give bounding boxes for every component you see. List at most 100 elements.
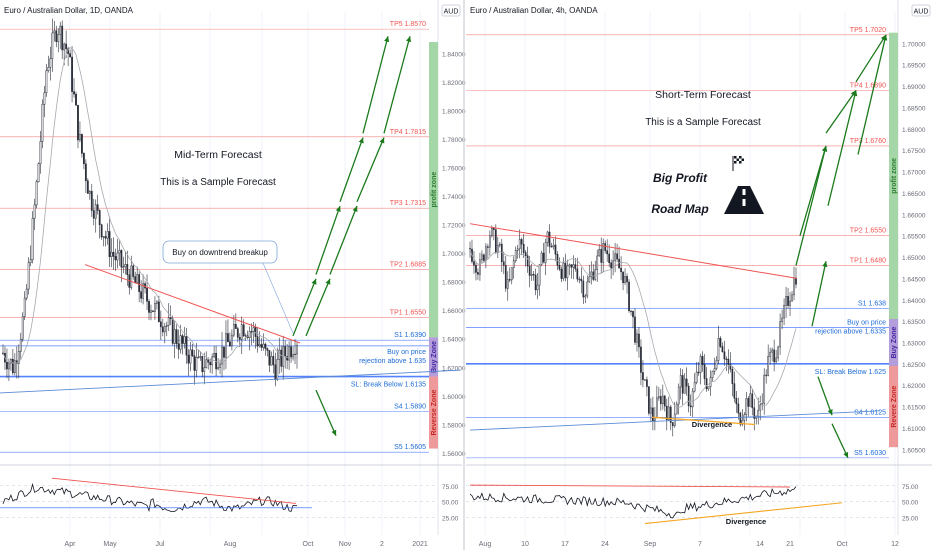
candle-body [614, 253, 616, 262]
forecast-arrow [857, 34, 887, 155]
candle-body [169, 317, 172, 320]
candle-body [262, 343, 265, 348]
callout-box [162, 240, 278, 264]
candle-body [757, 409, 760, 417]
candle-body [191, 349, 194, 357]
x-tick-label: 14 [756, 541, 764, 548]
candle-body [634, 316, 636, 343]
candle-body [703, 364, 706, 379]
candle-body [290, 346, 292, 358]
candle-body [296, 344, 298, 355]
candle-body [112, 251, 115, 257]
y-tick-label: 1.60500 [902, 447, 926, 454]
x-tick-label: 24 [601, 541, 609, 548]
candle-body [203, 367, 206, 372]
candle-body [534, 274, 537, 291]
candle-body [102, 236, 105, 238]
candle-body [512, 260, 515, 268]
y-tick-label: 1.61500 [902, 405, 926, 412]
candle-body [586, 281, 589, 297]
candle-body [711, 371, 714, 378]
flag-square [739, 156, 742, 159]
candle-body [721, 346, 724, 353]
candle-body [223, 346, 225, 358]
flag-square [739, 158, 742, 161]
candle-body [737, 403, 740, 414]
candle-body [138, 274, 141, 292]
candle-body [264, 343, 267, 349]
candle-body [53, 30, 56, 34]
candle-body [120, 250, 123, 268]
x-tick-label: 7 [698, 541, 702, 548]
candle-body [136, 274, 139, 284]
x-tick-label: Apr [65, 541, 77, 548]
candle-body [749, 393, 752, 407]
candle-body [294, 353, 296, 356]
y-tick-label: 1.72000 [442, 223, 466, 230]
flag-square [741, 161, 744, 164]
candle-body [590, 271, 593, 278]
candle-body [665, 405, 668, 421]
candle-body [150, 310, 152, 313]
y-tick-label: 1.62500 [902, 362, 926, 369]
candle-body [747, 398, 750, 407]
candle-body [21, 316, 24, 340]
moving-average-line [2, 46, 298, 364]
candle-body [548, 231, 551, 247]
osc-trend-line [644, 502, 843, 525]
candle-body [491, 227, 493, 236]
forecast-arrow [315, 205, 341, 275]
candle-body [632, 310, 634, 318]
candle-body [148, 301, 150, 313]
forecast-arrow-head [325, 278, 331, 285]
x-tick-label: Sep [644, 541, 657, 548]
candle-body [219, 363, 221, 368]
x-tick-label: 21 [786, 541, 794, 548]
candle-body [43, 92, 46, 105]
candle-body [185, 336, 188, 356]
road-marking-2 [742, 199, 746, 206]
candle-body [126, 264, 129, 276]
x-tick-label: Aug [479, 541, 492, 548]
y-tick-label: 1.68000 [442, 280, 466, 287]
candle-body [705, 378, 708, 390]
candle-body [564, 262, 567, 279]
osc-tick-label: 50.00 [902, 500, 919, 507]
candle-body [576, 268, 579, 280]
osc-tick-label: 50.00 [442, 500, 459, 507]
candle-body [90, 191, 93, 211]
candle-body [45, 70, 48, 94]
candle-body [646, 379, 648, 387]
candle-body [594, 269, 597, 280]
panel-bg-left [0, 10, 462, 535]
candle-body [608, 253, 610, 263]
candle-body [19, 338, 22, 352]
candle-body [572, 264, 575, 268]
candle-body [650, 407, 652, 414]
candle-body [142, 283, 144, 299]
candle-body [606, 250, 609, 255]
candle-body [652, 407, 654, 421]
candle-body [528, 265, 531, 276]
candle-body [268, 350, 271, 366]
osc-tick-label: 75.00 [442, 484, 459, 491]
forecast-arrow [356, 137, 385, 203]
y-tick-label: 1.66000 [442, 308, 466, 315]
y-tick-label: 1.80000 [442, 108, 466, 115]
candle-body [657, 396, 660, 399]
y-tick-label: 1.68500 [902, 105, 926, 112]
candle-body [96, 204, 99, 211]
candle-body [229, 341, 231, 347]
candle-body [669, 406, 672, 423]
candle-body [59, 25, 62, 35]
candle-body [159, 321, 162, 328]
candle-body [236, 328, 239, 338]
candle-body [282, 346, 285, 367]
candle-body [773, 349, 775, 363]
tp-label: TP1 1.6550 [390, 309, 426, 316]
candle-body [496, 244, 499, 253]
candle-body [86, 180, 89, 194]
y-tick-label: 1.70000 [442, 251, 466, 258]
y-tick-label: 1.64500 [902, 276, 926, 283]
candle-body [522, 243, 525, 253]
